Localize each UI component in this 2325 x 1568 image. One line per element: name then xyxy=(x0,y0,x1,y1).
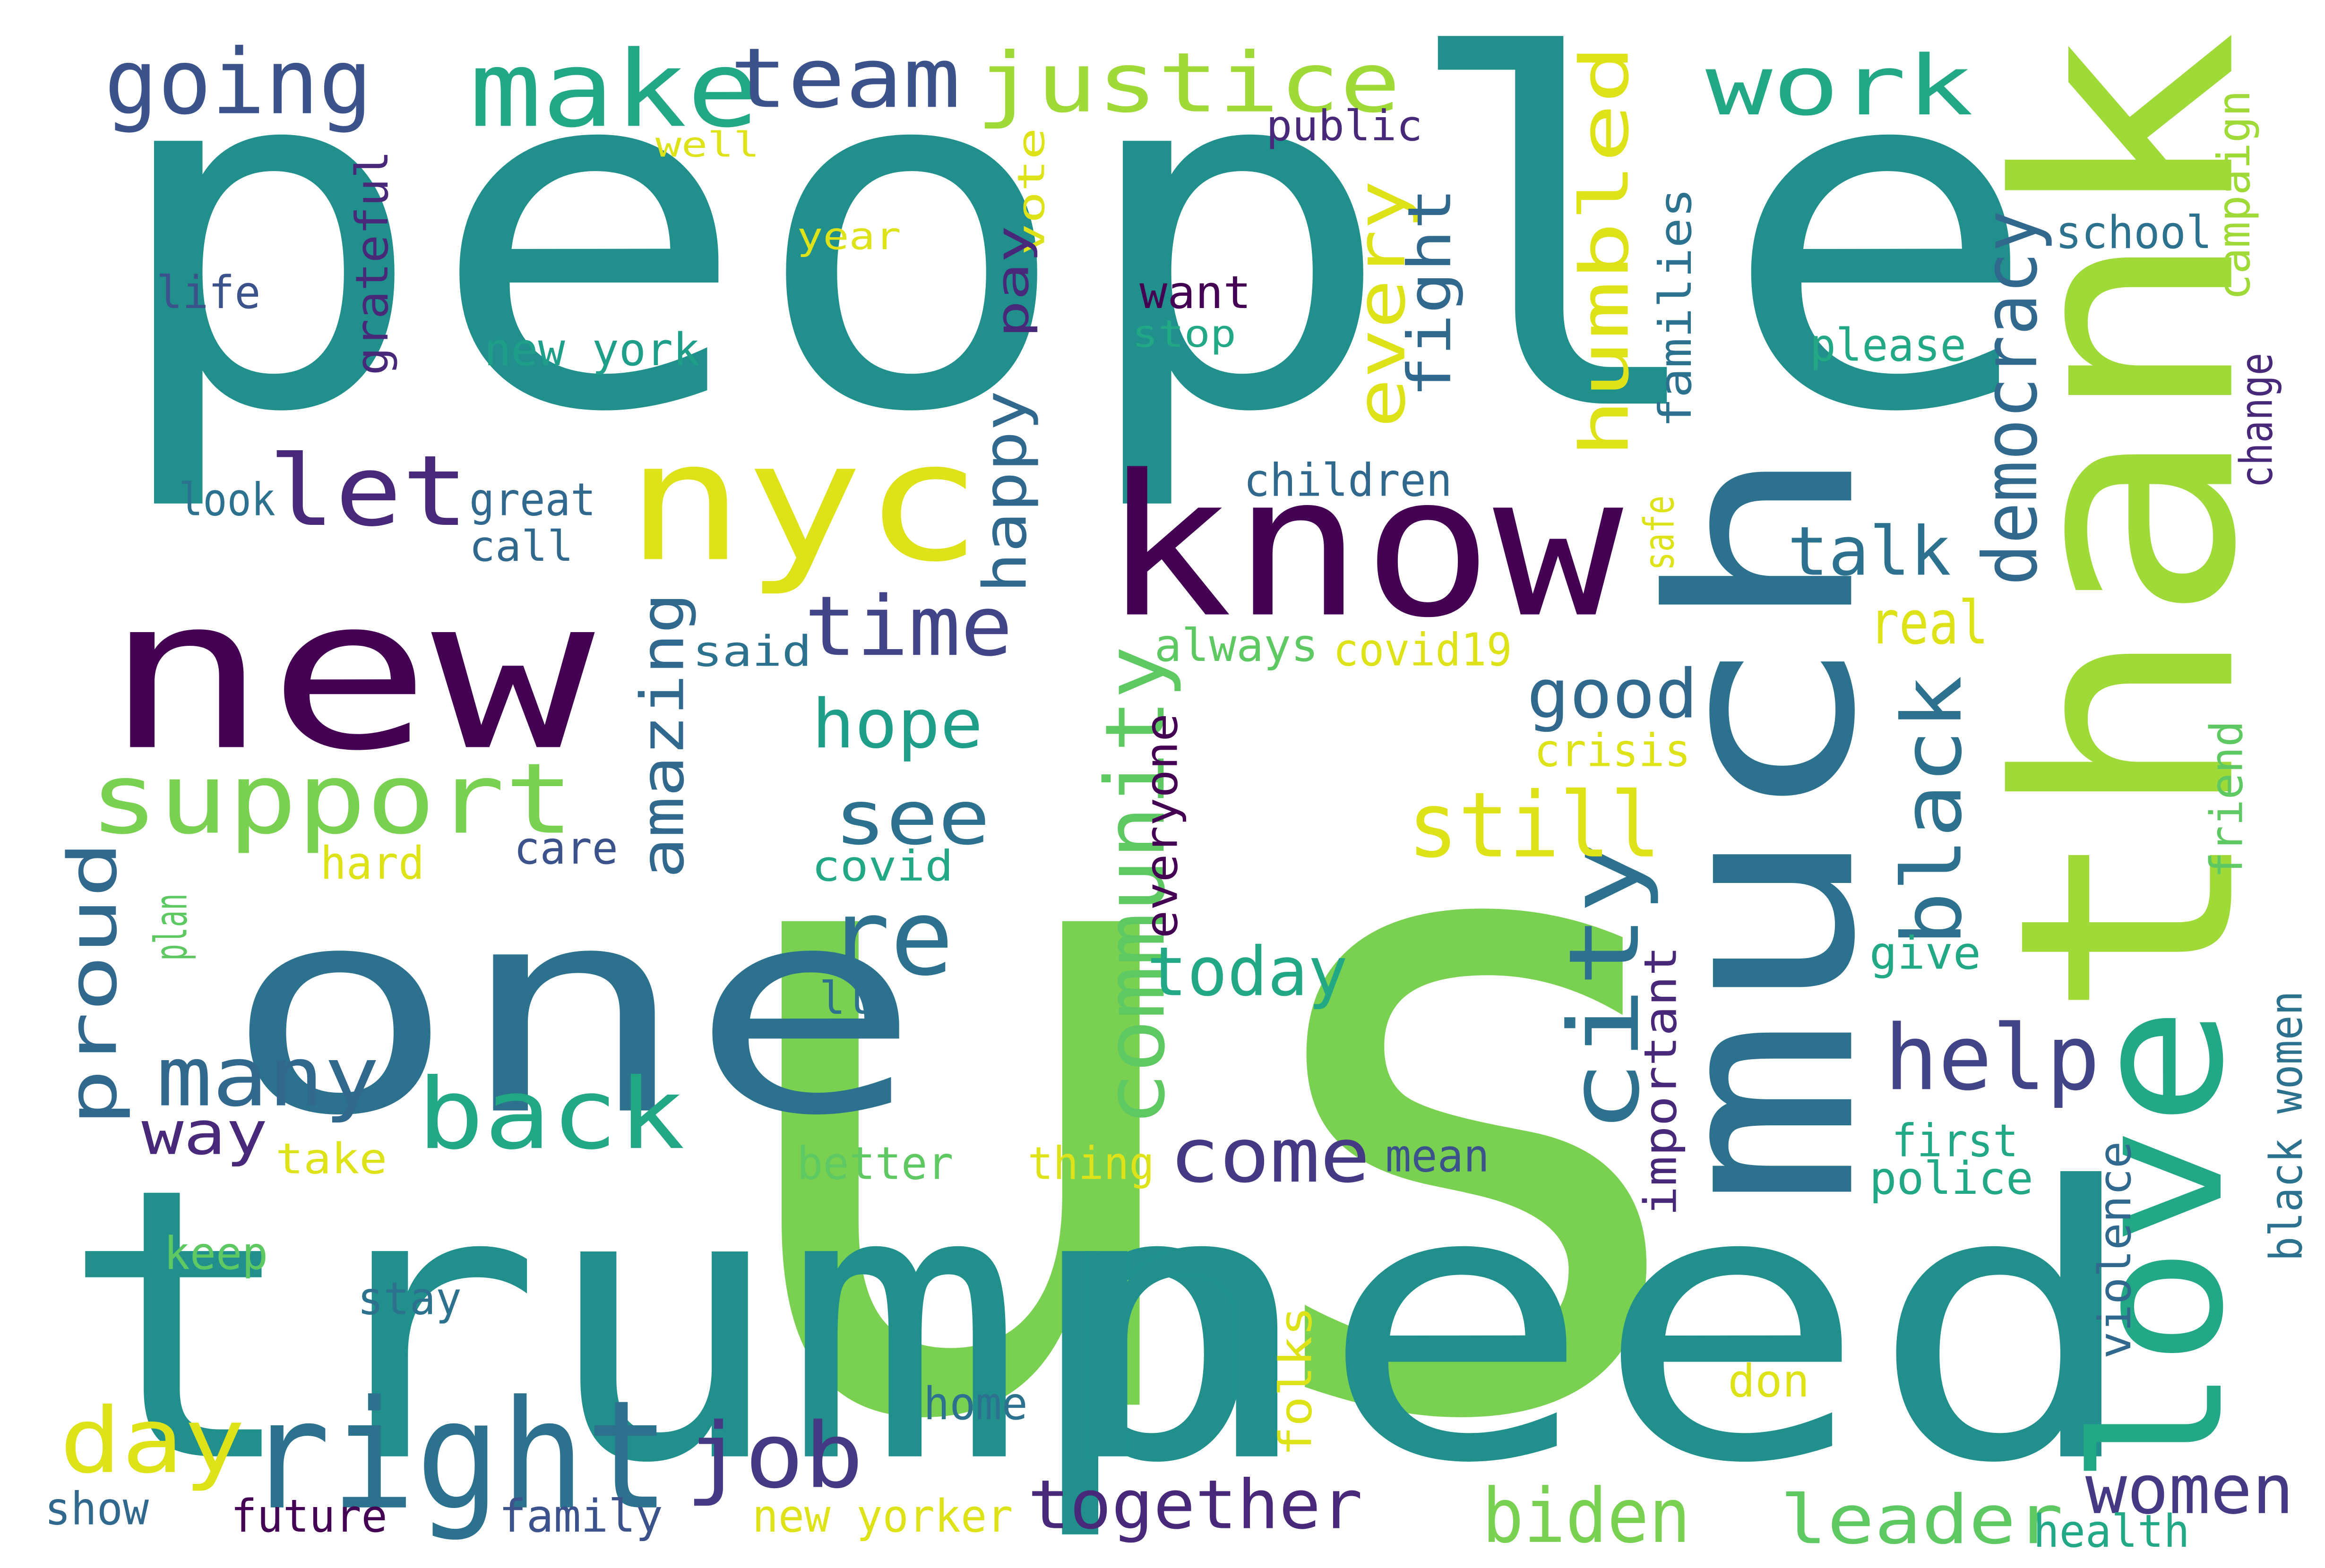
word-ll: ll xyxy=(819,972,872,1025)
word-let: let xyxy=(268,434,469,548)
word-children: children xyxy=(1243,454,1452,507)
word-together: together xyxy=(1027,1465,1363,1544)
word-democracy: democracy xyxy=(1967,210,2054,586)
word-happy: happy xyxy=(970,390,1040,593)
word-black: black xyxy=(1884,676,1981,946)
word-fight: fight xyxy=(1395,188,1465,398)
word-many: many xyxy=(156,1028,380,1125)
word-back: back xyxy=(417,1057,685,1172)
word-covid19: covid19 xyxy=(1333,623,1512,677)
word-new-york: new york xyxy=(484,323,700,376)
word-public: public xyxy=(1266,101,1423,151)
word-new-yorker: new yorker xyxy=(752,1490,1013,1543)
word-going: going xyxy=(104,29,373,135)
word-crisis: crisis xyxy=(1534,724,1691,777)
word-show: show xyxy=(44,1482,149,1535)
word-justice: justice xyxy=(975,34,1401,131)
word-day: day xyxy=(60,1388,246,1494)
word-still: still xyxy=(1407,772,1661,878)
word-don: don xyxy=(1728,1354,1810,1408)
word-covid: covid xyxy=(811,841,954,891)
word-police: police xyxy=(1869,1152,2033,1205)
word-better: better xyxy=(797,1137,954,1190)
word-real: real xyxy=(1869,587,1989,658)
word-important: important xyxy=(1634,946,1687,1217)
word-mean: mean xyxy=(1385,1129,1490,1182)
word-one: one xyxy=(223,845,922,1179)
word-grateful: grateful xyxy=(346,150,398,376)
word-know: know xyxy=(1102,433,1623,661)
word-first: first xyxy=(1892,1114,2018,1167)
word-everyone: everyone xyxy=(1135,713,1188,939)
word-folks: folks xyxy=(1269,1306,1322,1457)
word-re: re xyxy=(827,876,954,1000)
word-great: great xyxy=(469,473,596,526)
word-people: people xyxy=(104,0,2042,519)
word-talk: talk xyxy=(1787,512,1951,591)
word-proud: proud xyxy=(53,840,132,1126)
word-friend: friend xyxy=(2200,720,2253,879)
word-amazing: amazing xyxy=(628,592,698,879)
word-campaign: campaign xyxy=(2208,90,2260,300)
word-future: future xyxy=(231,1490,388,1543)
word-take: take xyxy=(276,1134,388,1184)
word-home: home xyxy=(923,1377,1028,1430)
word-said: said xyxy=(692,626,812,676)
word-change: change xyxy=(2230,352,2283,488)
word-give: give xyxy=(1869,926,1981,980)
word-plan: plan xyxy=(145,893,198,961)
word-humbled: humbled xyxy=(1565,44,1644,458)
word-see: see xyxy=(834,774,990,862)
word-call: call xyxy=(469,522,574,571)
word-work: work xyxy=(1705,37,1973,135)
word-stay: stay xyxy=(357,1272,462,1325)
word-biden: biden xyxy=(1482,1472,1691,1560)
word-help: help xyxy=(1884,1005,2100,1111)
word-violence: violence xyxy=(2089,1141,2141,1359)
word-want: want xyxy=(1139,266,1251,319)
word-today: today xyxy=(1147,932,1348,1011)
word-good: good xyxy=(1526,654,1698,734)
word-women: women xyxy=(2085,1450,2294,1530)
word-families: families xyxy=(1649,188,1702,428)
word-new: new xyxy=(104,551,595,798)
word-hard: hard xyxy=(320,837,425,890)
word-right: right xyxy=(246,1368,671,1543)
word-job: job xyxy=(685,1403,864,1509)
word-thing: thing xyxy=(1027,1137,1154,1190)
word-life: life xyxy=(156,266,261,319)
word-family: family xyxy=(499,1490,663,1543)
word-trump: trump xyxy=(60,1107,1266,1547)
word-team: team xyxy=(730,30,961,127)
word-nyc: nyc xyxy=(625,405,982,599)
word-come: come xyxy=(1169,1112,1370,1200)
word-leader: leader xyxy=(1780,1480,2063,1559)
word-stop: stop xyxy=(1132,312,1237,356)
word-time: time xyxy=(804,578,1013,675)
word-support: support xyxy=(89,742,574,857)
word-health: health xyxy=(2033,1505,2190,1558)
word-year: year xyxy=(797,214,901,258)
word-always: always xyxy=(1154,619,1318,672)
word-us: us xyxy=(700,581,1731,1568)
word-black-women: black women xyxy=(2260,991,2313,1261)
word-pay: pay xyxy=(986,225,1039,338)
word-keep: keep xyxy=(164,1227,268,1280)
word-hope: hope xyxy=(811,685,983,764)
word-safe: safe xyxy=(1635,495,1684,571)
word-look: look xyxy=(179,473,276,526)
word-well: well xyxy=(655,124,760,165)
word-need: need xyxy=(1042,1107,2144,1547)
word-care: care xyxy=(514,822,618,874)
word-school: school xyxy=(2055,206,2212,259)
word-way: way xyxy=(141,1098,268,1169)
word-please: please xyxy=(1809,318,1966,372)
word-make: make xyxy=(469,28,760,151)
